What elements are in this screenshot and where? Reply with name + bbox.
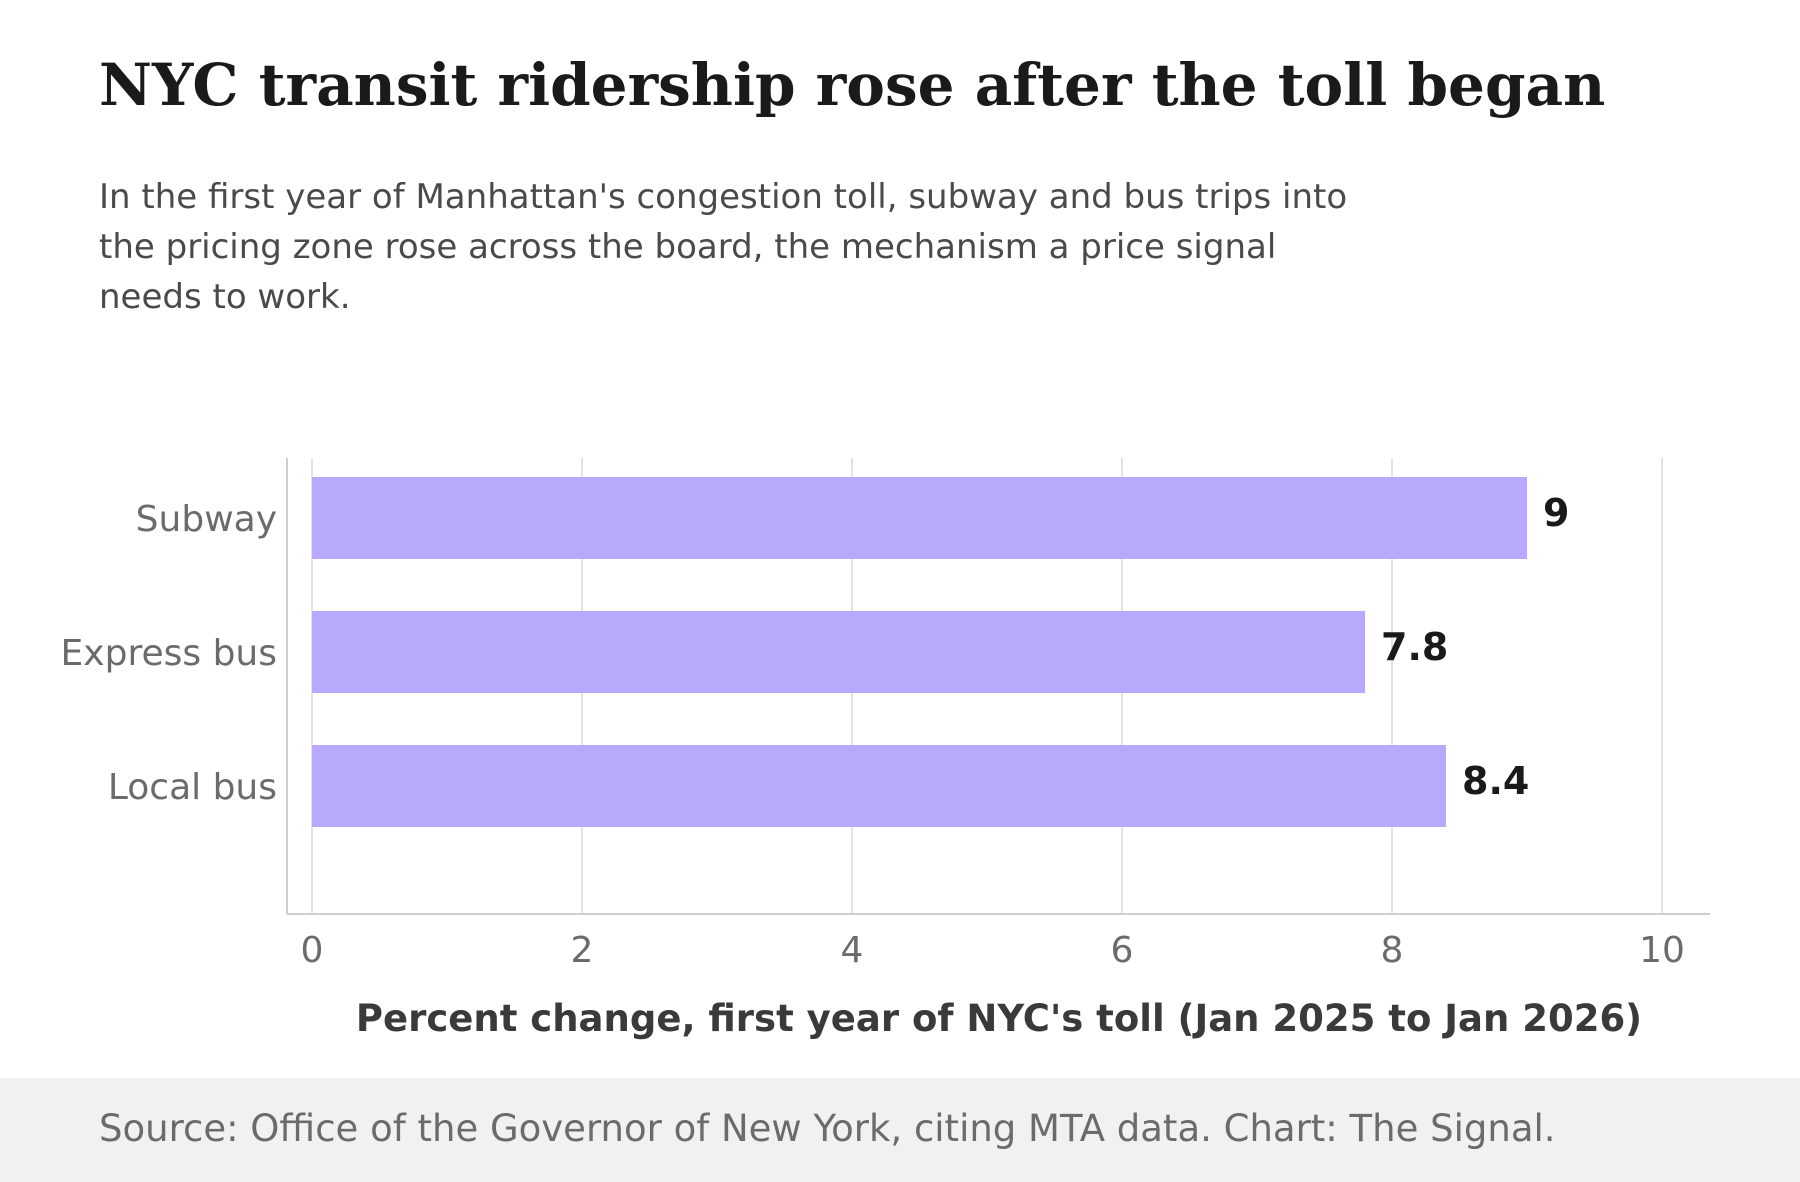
x-tick-label-10: 10 [1639,930,1685,971]
data-label-local-bus: 8.4 [1462,759,1529,803]
footer: Source: Office of the Governor of New Yo… [0,1078,1800,1182]
x-tick-label-8: 8 [1381,930,1404,971]
bar-subway [312,477,1527,559]
labels: 0 2 4 6 8 10 Subway 9 Express bus 7.8 Local bus 8.4 [61,491,1685,971]
x-tick-label-2: 2 [571,930,594,971]
category-label-express-bus: Express bus [61,633,277,674]
bar-express-bus [312,611,1365,693]
chart-title: NYC transit ridership rose after the tol… [99,51,1606,119]
data-label-express-bus: 7.8 [1381,625,1448,669]
bar-local-bus [312,745,1446,827]
source-note: Source: Office of the Governor of New Yo… [99,1107,1556,1150]
category-label-local-bus: Local bus [108,767,277,808]
x-tick-label-4: 4 [841,930,864,971]
bar-chart: 0 2 4 6 8 10 Subway 9 Express bus 7.8 Local bus 8.4… [61,458,1710,1040]
x-axis-title: Percent change, first year of NYC's toll… [356,997,1642,1040]
category-label-subway: Subway [136,499,277,540]
data-label-subway: 9 [1543,491,1569,535]
chart-subtitle: In the first year of Manhattan's congest… [99,177,1348,317]
axes [286,458,1710,915]
x-tick-label-0: 0 [301,930,324,971]
x-tick-label-6: 6 [1111,930,1134,971]
bars [312,477,1527,827]
